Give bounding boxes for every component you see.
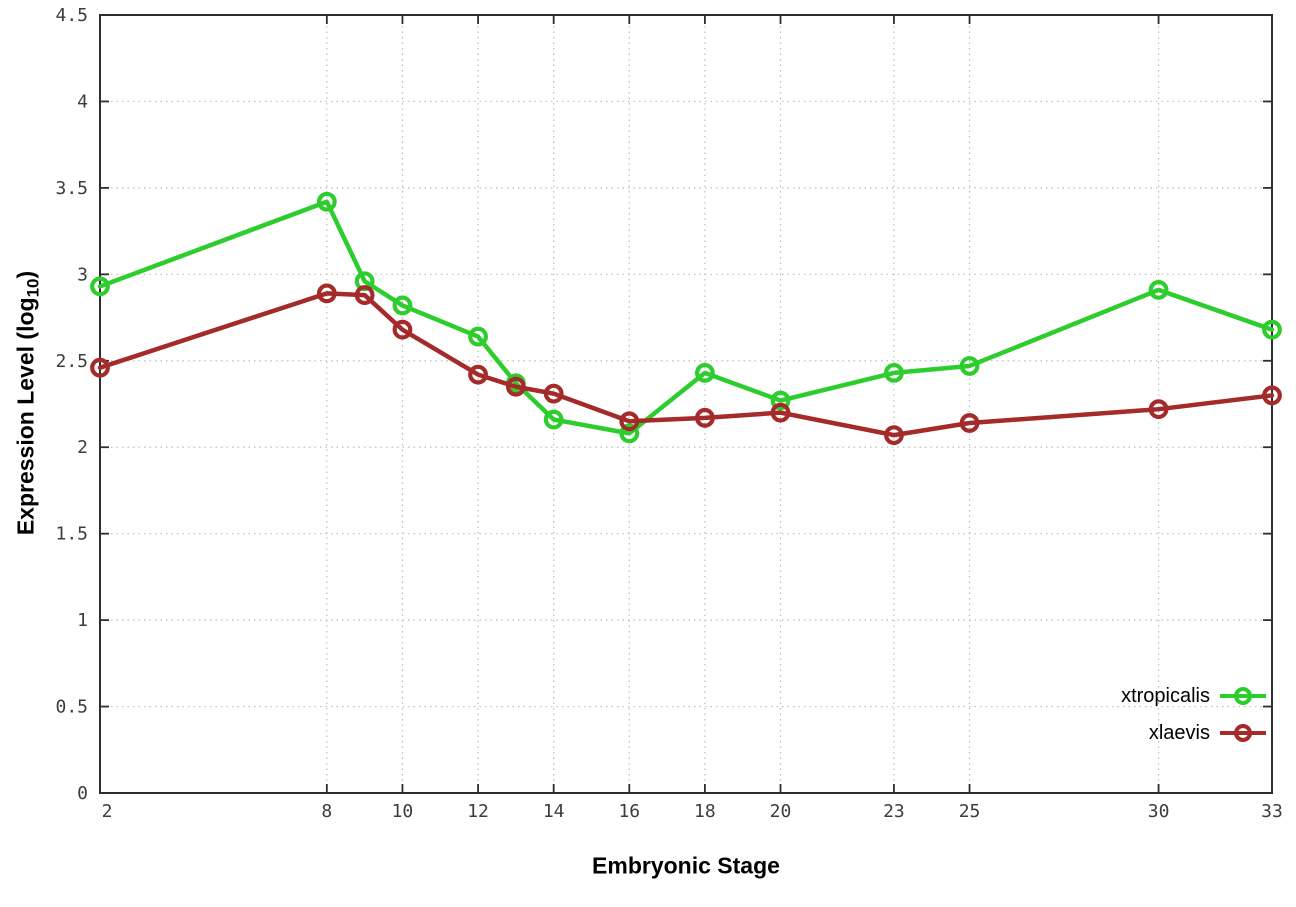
x-tick-label: 25 — [959, 801, 981, 822]
x-tick-label: 20 — [770, 801, 792, 822]
x-tick-label: 18 — [694, 801, 716, 822]
data-point-xlaevis — [543, 383, 564, 404]
data-point-xtropicalis — [543, 409, 564, 430]
legend-item-xlaevis: xlaevis — [1149, 718, 1266, 748]
data-point-xtropicalis — [468, 326, 488, 347]
data-point-xtropicalis — [90, 276, 110, 297]
x-tick-label: 2 — [102, 801, 113, 822]
data-point-xlaevis — [354, 285, 375, 305]
data-point-xtropicalis — [392, 295, 413, 316]
y-tick-label: 1 — [77, 610, 88, 631]
legend-marker-xtropicalis-icon — [1220, 684, 1266, 708]
data-point-xlaevis — [1148, 399, 1169, 420]
y-tick-label: 3.5 — [55, 178, 88, 199]
y-tick-label: 4 — [77, 91, 88, 112]
data-point-xtropicalis — [316, 191, 337, 212]
y-tick-label: 1.5 — [55, 524, 88, 545]
series-line-xtropicalis — [97, 199, 1275, 436]
x-tick-label: 30 — [1148, 801, 1170, 822]
x-tick-label: 14 — [543, 801, 565, 822]
data-point-xtropicalis — [959, 356, 980, 376]
data-point-xlaevis — [770, 402, 791, 423]
data-point-xtropicalis — [695, 362, 715, 383]
x-axis-title: Embryonic Stage — [592, 852, 780, 879]
data-point-xlaevis — [1262, 385, 1282, 406]
data-point-xtropicalis — [884, 362, 904, 383]
data-point-xtropicalis — [619, 423, 640, 444]
legend-marker-xlaevis-icon — [1220, 721, 1266, 745]
x-tick-label: 33 — [1261, 801, 1283, 822]
legend: xtropicalis xlaevis — [1121, 681, 1266, 748]
x-tick-label: 12 — [467, 801, 489, 822]
y-axis-title: Expression Level (log10) — [12, 271, 43, 536]
y-axis-title-subscript: 10 — [23, 278, 43, 298]
data-point-xtropicalis — [1148, 279, 1169, 300]
legend-item-xtropicalis: xtropicalis — [1121, 681, 1266, 711]
y-axis-title-main: Expression Level (log — [12, 297, 39, 536]
legend-label-xlaevis: xlaevis — [1148, 721, 1210, 744]
legend-label-xtropicalis: xtropicalis — [1121, 684, 1210, 707]
y-tick-label: 4.5 — [55, 5, 88, 26]
data-point-xlaevis — [90, 357, 110, 378]
data-point-xlaevis — [695, 407, 715, 428]
data-point-xlaevis — [468, 364, 488, 385]
data-point-xlaevis — [316, 283, 337, 304]
data-point-xlaevis — [505, 376, 526, 397]
legend-sample-ring — [1234, 724, 1252, 742]
x-tick-label: 23 — [883, 801, 905, 822]
x-tick-label: 8 — [321, 801, 332, 822]
data-point-xtropicalis — [1262, 319, 1282, 340]
legend-sample-ring — [1234, 687, 1252, 705]
data-point-xlaevis — [392, 319, 413, 340]
data-point-xlaevis — [619, 411, 640, 432]
data-point-xtropicalis — [770, 390, 791, 411]
data-point-xlaevis — [959, 413, 980, 433]
y-tick-label: 2 — [77, 437, 88, 458]
x-tick-label: 16 — [618, 801, 640, 822]
y-tick-label: 3 — [77, 264, 88, 285]
y-tick-label: 0.5 — [55, 697, 88, 718]
y-tick-label: 0 — [77, 783, 88, 804]
y-tick-label: 2.5 — [55, 351, 88, 372]
data-point-xlaevis — [884, 425, 904, 446]
plot-border — [99, 14, 1273, 794]
x-tick-label: 10 — [392, 801, 414, 822]
